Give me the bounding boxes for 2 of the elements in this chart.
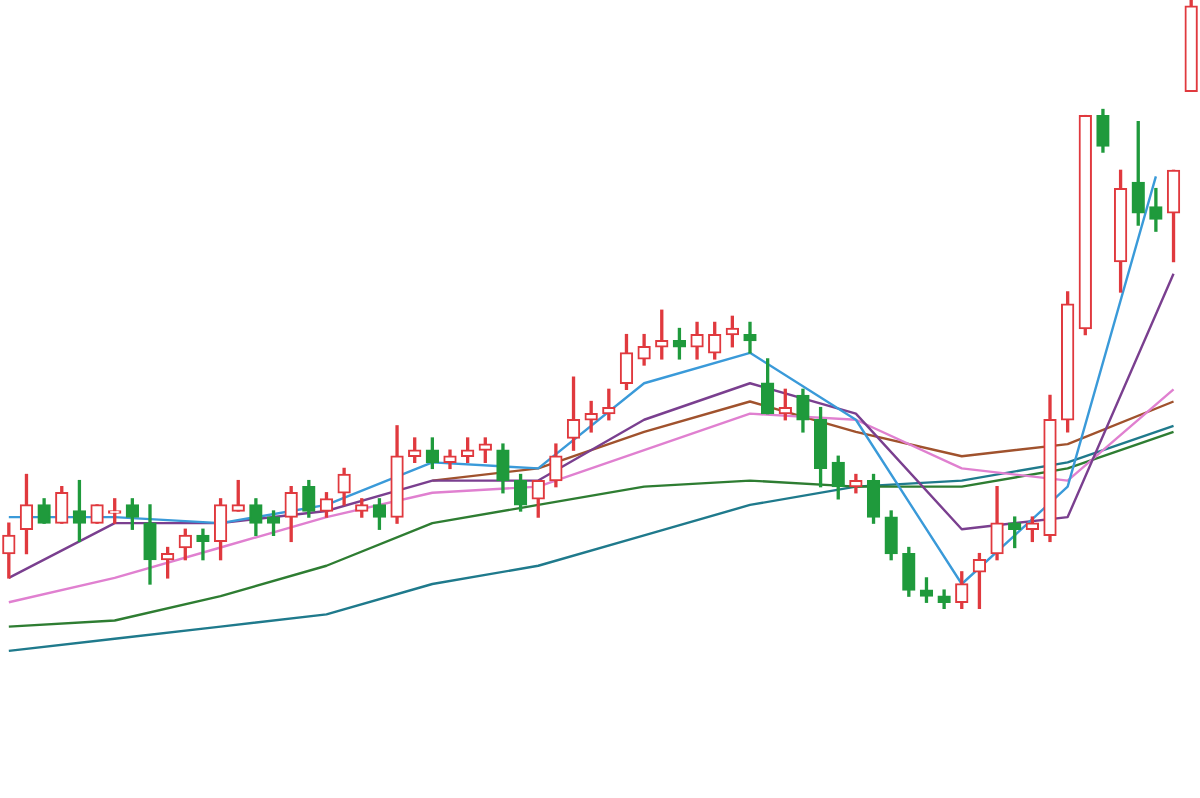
candlestick <box>743 321 757 354</box>
candlestick <box>196 528 210 561</box>
